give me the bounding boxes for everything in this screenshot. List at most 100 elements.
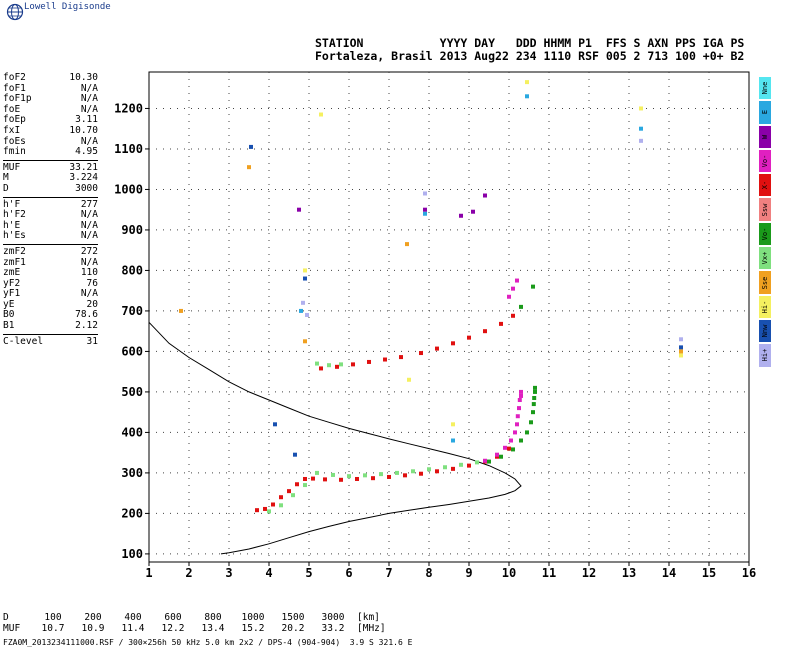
echo-point [532,395,537,400]
param-value: 10.30 [69,72,98,83]
echo-point [443,465,447,470]
y-tick-label: 900 [121,223,143,237]
echo-point [301,300,305,305]
echo-point [267,509,271,514]
echo-point [529,420,533,425]
legend-swatch: Hi+ [759,344,771,367]
param-row: C-level 31 [3,336,98,348]
echo-point [519,393,523,398]
param-row: yF1 N/A [3,289,98,300]
echo-point [247,165,251,170]
param-row: foEp 3.11 [3,115,98,126]
distance-row-label: D [3,612,9,623]
echo-point [419,471,423,476]
scaled-parameters-panel: foF2 10.30 foF1 N/A foF1p N/A foE N/A foEp 3.11 fx… [3,72,98,348]
param-row: h'Es N/A [3,231,98,242]
echo-point [419,351,423,356]
echo-point [483,329,487,334]
x-tick-label: 1 [145,566,152,580]
param-label: foEp [3,114,26,126]
echo-point [499,321,503,326]
muf-cell: 11.4 [121,623,145,634]
echo-point [509,438,513,443]
echo-point [515,278,519,283]
y-tick-label: 500 [121,385,143,399]
echo-point [367,359,371,364]
echo-point [459,213,463,218]
echo-point [279,503,283,508]
param-row: MUF 33.21 [3,161,98,174]
param-row: yF2 76 [3,277,98,290]
echo-point [411,469,415,474]
legend-label: Vo- [761,154,769,168]
legend-label: Vo- [761,227,769,241]
echo-point [517,398,522,403]
y-tick-label: 600 [121,344,143,358]
distance-cell: 1000 [241,612,265,623]
legend-label: Sse [761,276,769,289]
echo-point [507,446,511,451]
echo-point [379,472,383,477]
echo-point [519,304,523,309]
echo-point [515,414,520,419]
header-label-flags: FFS S AXN PPS IGA PS [605,36,745,50]
x-tick-label: 15 [702,566,716,580]
param-label: D [3,182,9,194]
param-row: M 3.224 [3,173,98,184]
param-value: N/A [80,230,98,242]
param-label: h'F [3,198,21,210]
param-label: yF1 [3,288,21,300]
param-value: 3.11 [75,114,98,126]
echo-point [403,473,407,478]
x-tick-label: 12 [582,566,596,580]
legend-swatch: X- [759,174,771,197]
distance-cell: 3000 [321,612,345,623]
echo-point [451,438,455,443]
echo-point [639,106,643,111]
echo-point [511,313,515,318]
echo-point [435,469,439,474]
echo-point [297,207,301,212]
param-value: 76 [86,277,98,289]
echo-point [305,312,309,317]
param-value: 33.21 [69,161,98,173]
param-label: foF1p [3,93,32,105]
param-row: zmF1 N/A [3,256,98,269]
echo-point [451,466,455,471]
echo-point [291,493,295,498]
echo-point [679,337,683,342]
legend-label: Ssw [761,203,769,216]
echo-point [335,364,339,369]
muf-row-label: MUF [3,623,21,634]
echo-point [279,495,283,500]
echo-point [331,472,335,477]
param-value: 2.12 [75,320,98,332]
echo-point [295,482,299,487]
param-label: foE [3,103,21,115]
param-row: B0 78.6 [3,310,98,321]
param-value: 10.70 [69,124,98,136]
muf-row: MUF 10.7 10.9 11.4 12.2 13.4 15.2 20.2 33.2 [MHz… [3,623,391,634]
legend-swatch: Nnw [759,319,771,343]
param-row: B1 2.12 [3,320,98,332]
echo-point [525,94,529,99]
param-value: N/A [80,219,98,231]
param-label: zmF1 [3,256,26,268]
echo-point [475,460,479,465]
echo-point [355,476,359,481]
echo-point [525,80,529,85]
echo-point [407,377,411,382]
echo-point [459,462,463,467]
x-tick-label: 6 [345,566,352,580]
header-values: Fortaleza, Brasil 2013 Aug22 234 1110 RS… [315,49,744,63]
echo-point [467,463,471,468]
param-value: 110 [80,267,98,279]
echo-point [487,459,491,464]
distance-row: D 100 200 400 600 800 1000 1500 3000 [km] [3,612,391,623]
echo-point [451,341,455,346]
echo-point [303,268,307,273]
muf-cell: 10.9 [81,623,105,634]
x-tick-label: 10 [502,566,516,580]
param-divider [3,243,98,245]
